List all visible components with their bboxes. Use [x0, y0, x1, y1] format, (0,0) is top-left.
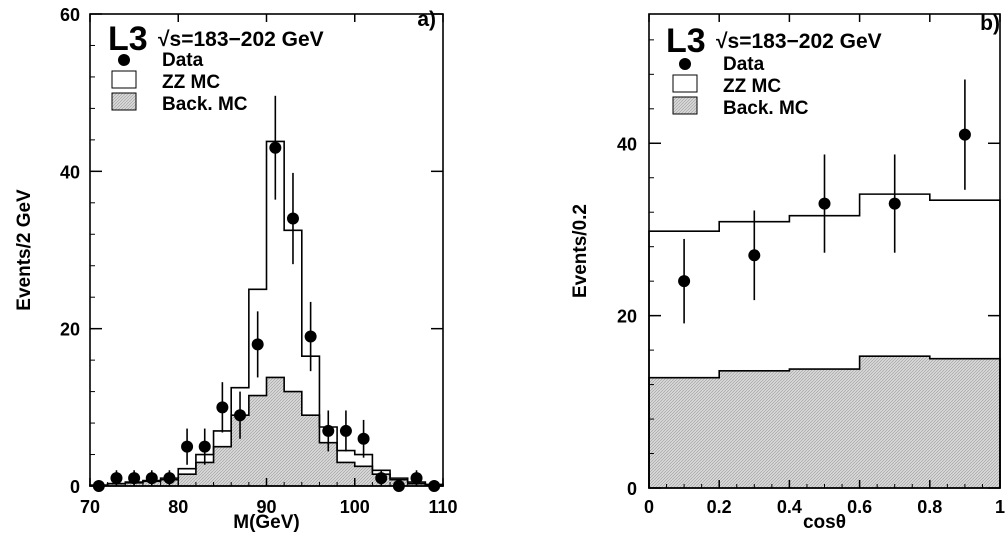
data-point [322, 425, 334, 437]
x-tick-label: 70 [80, 497, 100, 517]
data-point [959, 129, 971, 141]
y-axis-label: Events/2 GeV [14, 189, 35, 311]
y-tick-label: 40 [60, 162, 80, 182]
x-tick-label: 100 [340, 497, 370, 517]
legend-back-swatch [112, 93, 136, 110]
y-tick-label: 0 [70, 477, 80, 497]
data-point [110, 472, 122, 484]
legend-data-marker [118, 54, 130, 66]
panel-b-costheta-histogram: 0 0.2 0.4 0.6 0.8 1 0 20 40 cosθ Events/0.2 L3 √s=18… [570, 12, 1005, 533]
data-point [146, 472, 158, 484]
x-tick-label: 0 [644, 497, 654, 517]
y-tick-label: 60 [60, 5, 80, 25]
data-point [393, 480, 405, 492]
legend-zz-label: ZZ MC [723, 76, 781, 97]
data-point [411, 472, 423, 484]
legend-data-label: Data [162, 50, 204, 71]
data-point [234, 409, 246, 421]
data-point [889, 198, 901, 210]
energy-label: √s=183−202 GeV [716, 30, 882, 53]
panel-label: b) [980, 12, 1000, 35]
legend-data-label: Data [723, 54, 765, 75]
y-axis-label: Events/0.2 [570, 204, 591, 298]
data-point [93, 480, 105, 492]
x-axis-label: cosθ [803, 512, 846, 533]
x-tick-label: 0.2 [707, 497, 732, 517]
data-point [181, 441, 193, 453]
data-point [269, 142, 281, 154]
legend-zz-label: ZZ MC [162, 72, 220, 93]
panel-label: a) [417, 8, 436, 31]
x-tick-label: 0.6 [847, 497, 872, 517]
legend-back-swatch [673, 97, 697, 114]
data-point [128, 472, 140, 484]
experiment-logo: L3 [108, 20, 148, 58]
data-point [305, 331, 317, 343]
data-point [678, 275, 690, 287]
x-tick-label: 0.4 [777, 497, 802, 517]
legend-zz-swatch [673, 75, 697, 92]
data-point [340, 425, 352, 437]
y-tick-label: 40 [617, 134, 637, 154]
experiment-logo: L3 [666, 22, 706, 60]
data-point [375, 472, 387, 484]
data-point [428, 480, 440, 492]
x-tick-label: 1 [995, 497, 1005, 517]
energy-label: √s=183−202 GeV [158, 28, 324, 51]
y-tick-label: 20 [617, 307, 637, 327]
x-axis-label: M(GeV) [233, 512, 300, 533]
x-tick-label: 80 [168, 497, 188, 517]
legend-back-label: Back. MC [162, 94, 248, 115]
data-point [819, 198, 831, 210]
legend-data-marker [679, 58, 691, 70]
data-point [163, 472, 175, 484]
legend-back-label: Back. MC [723, 98, 809, 119]
back-mc-histogram [649, 356, 1000, 488]
y-tick-label: 0 [627, 479, 637, 499]
x-tick-label: 110 [428, 497, 457, 517]
y-tick-label: 20 [60, 320, 80, 340]
data-point [287, 213, 299, 225]
data-point [358, 433, 370, 445]
data-point [216, 401, 228, 413]
x-tick-label: 0.8 [917, 497, 942, 517]
data-point [748, 249, 760, 261]
legend-zz-swatch [112, 71, 136, 88]
data-point [199, 441, 211, 453]
data-point [252, 338, 264, 350]
